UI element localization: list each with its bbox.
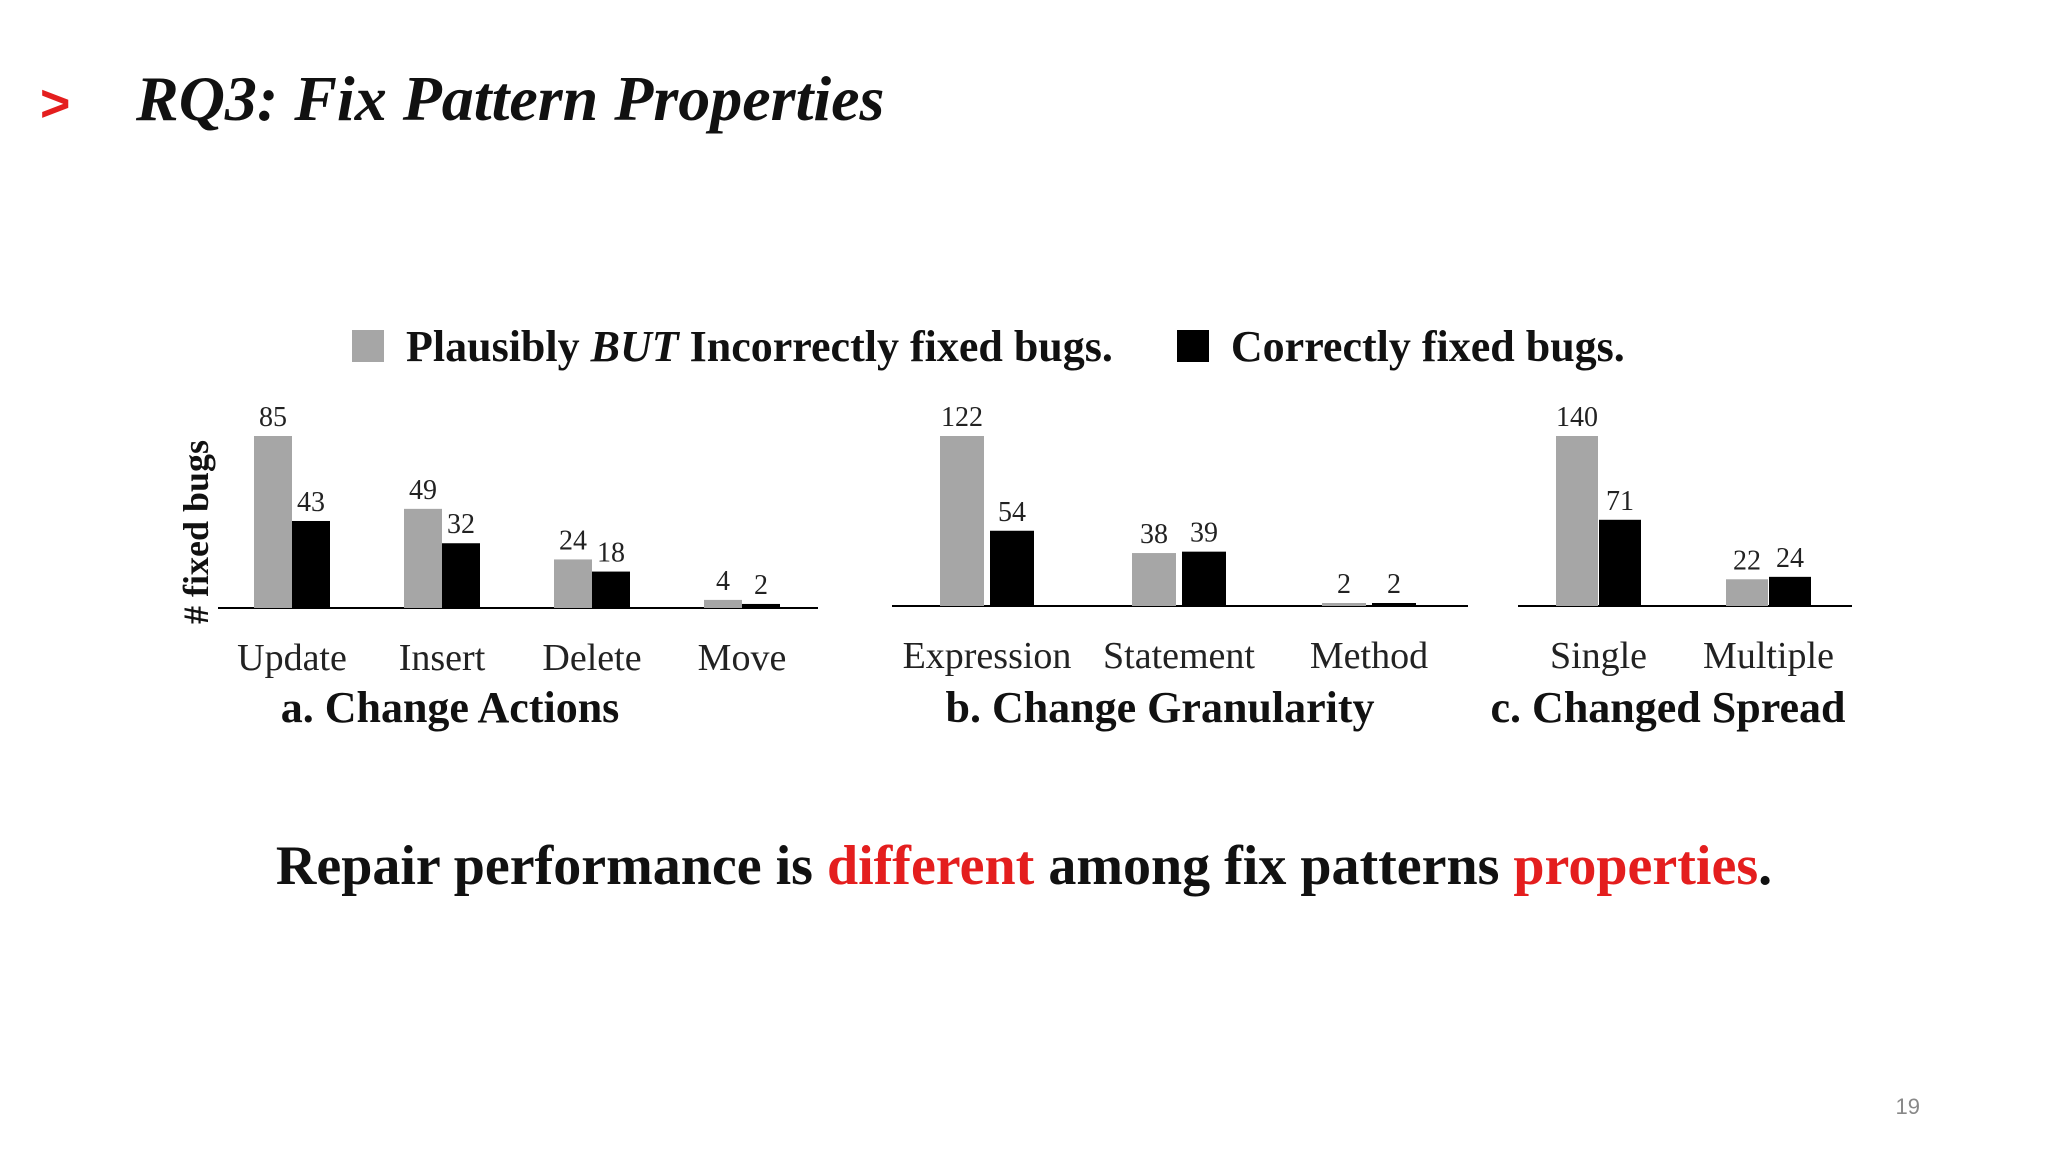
bar-1-move-correct <box>742 603 780 608</box>
legend-item-incorrect: Plausibly BUT Incorrectly fixed bugs. <box>352 321 1113 372</box>
conclusion-part2: among fix patterns <box>1034 835 1514 897</box>
conclusion-text: Repair performance is different among fi… <box>0 834 2048 898</box>
bar-3-multiple-incorrect <box>1726 579 1768 606</box>
bar-1-delete-incorrect <box>554 559 592 608</box>
data-label-2-statement-correct: 39 <box>1190 518 1218 549</box>
data-label-1-delete-correct: 18 <box>597 538 625 569</box>
conclusion-part1: Repair performance is <box>275 835 827 897</box>
legend-swatch-black <box>1176 330 1209 362</box>
tick-label-statement: Statement <box>1103 635 1255 677</box>
data-label-1-move-incorrect: 4 <box>716 566 730 597</box>
data-label-1-delete-incorrect: 24 <box>559 525 587 556</box>
tick-label-delete: Delete <box>542 637 641 679</box>
page-number: 19 <box>1895 1094 1920 1119</box>
bar-2-method-incorrect <box>1322 603 1366 606</box>
conclusion-highlight-properties: properties <box>1513 835 1759 897</box>
conclusion-highlight-different: different <box>826 835 1035 897</box>
legend-swatch-gray <box>352 330 384 362</box>
legend-label-incorrect-post: Incorrectly fixed bugs. <box>678 321 1113 371</box>
bar-3-single-incorrect <box>1556 436 1598 606</box>
data-label-3-multiple-correct: 24 <box>1776 543 1804 574</box>
conclusion-part3: . <box>1758 835 1773 897</box>
tick-label-move: Move <box>698 637 787 679</box>
tick-label-insert: Insert <box>399 637 486 679</box>
legend-label-incorrect-em: BUT <box>590 321 679 371</box>
data-label-2-expression-incorrect: 122 <box>941 402 983 433</box>
data-label-1-insert-incorrect: 49 <box>409 475 437 506</box>
bar-2-statement-incorrect <box>1132 553 1176 606</box>
title-marker-icon: > <box>40 75 71 133</box>
data-label-3-single-correct: 71 <box>1606 486 1634 517</box>
bar-2-expression-correct <box>990 530 1034 606</box>
bar-3-multiple-correct <box>1769 576 1811 606</box>
data-label-3-multiple-incorrect: 22 <box>1733 545 1761 576</box>
bar-1-move-incorrect <box>704 599 742 608</box>
bar-1-insert-incorrect <box>404 508 442 608</box>
data-label-1-update-incorrect: 85 <box>259 402 287 433</box>
bar-3-single-correct <box>1599 519 1641 606</box>
bar-2-expression-incorrect <box>940 436 984 606</box>
bar-1-insert-correct <box>442 543 480 608</box>
legend-label-correct: Correctly fixed bugs. <box>1230 321 1625 371</box>
bar-1-delete-correct <box>592 571 630 608</box>
legend-item-correct: Correctly fixed bugs. <box>1176 321 1625 372</box>
tick-label-multiple: Multiple <box>1703 635 1834 677</box>
y-axis-label: # fixed bugs <box>176 440 216 624</box>
bar-2-method-correct <box>1372 603 1416 606</box>
bar-1-update-correct <box>292 520 330 608</box>
data-label-3-single-incorrect: 140 <box>1556 402 1598 433</box>
chart-title-1: a. Change Actions <box>281 683 620 732</box>
tick-label-update: Update <box>237 637 347 679</box>
legend-label-incorrect: Plausibly BUT Incorrectly fixed bugs. <box>406 321 1113 372</box>
chart-legend: Plausibly BUT Incorrectly fixed bugs. Co… <box>352 318 1625 374</box>
data-label-1-update-correct: 43 <box>297 487 325 518</box>
data-label-1-move-correct: 2 <box>754 570 768 601</box>
tick-label-expression: Expression <box>903 635 1072 677</box>
legend-label-incorrect-pre: Plausibly <box>406 321 591 371</box>
bar-2-statement-correct <box>1182 551 1226 606</box>
chart-title-2: b. Change Granularity <box>945 683 1374 732</box>
chart-title-3: c. Changed Spread <box>1491 683 1846 732</box>
data-label-2-method-correct: 2 <box>1387 569 1401 600</box>
data-label-2-method-incorrect: 2 <box>1337 569 1351 600</box>
bar-1-update-incorrect <box>254 436 292 608</box>
data-label-2-expression-correct: 54 <box>998 497 1026 528</box>
data-label-2-statement-incorrect: 38 <box>1140 519 1168 550</box>
tick-label-method: Method <box>1310 635 1428 677</box>
data-label-1-insert-correct: 32 <box>447 509 475 540</box>
slide-title: RQ3: Fix Pattern Properties <box>136 63 885 134</box>
tick-label-single: Single <box>1550 635 1647 677</box>
